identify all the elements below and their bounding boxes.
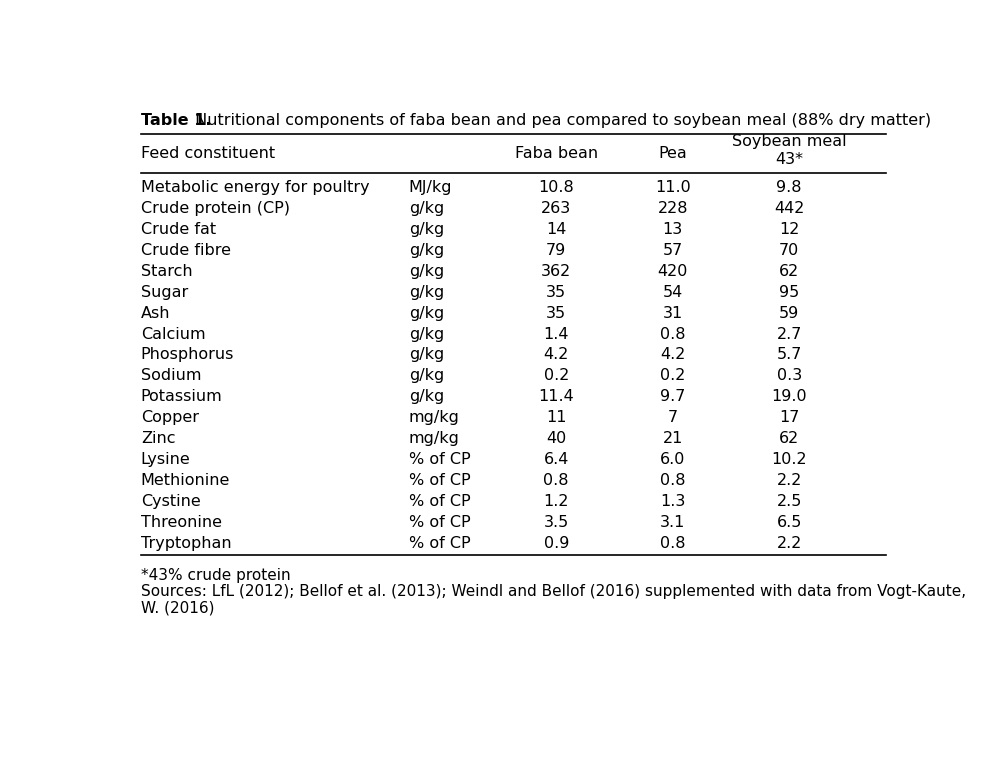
Text: Phosphorus: Phosphorus xyxy=(140,348,234,362)
Text: 57: 57 xyxy=(662,243,682,258)
Text: 228: 228 xyxy=(657,201,688,216)
Text: 10.8: 10.8 xyxy=(538,180,574,195)
Text: 13: 13 xyxy=(662,222,682,237)
Text: g/kg: g/kg xyxy=(409,222,444,237)
Text: Threonine: Threonine xyxy=(140,515,221,530)
Text: 7: 7 xyxy=(667,411,677,425)
Text: 6.0: 6.0 xyxy=(660,452,685,467)
Text: 442: 442 xyxy=(774,201,805,216)
Text: 3.5: 3.5 xyxy=(544,515,569,530)
Text: *43% crude protein: *43% crude protein xyxy=(140,568,291,583)
Text: g/kg: g/kg xyxy=(409,285,444,300)
Text: 4.2: 4.2 xyxy=(543,348,569,362)
Text: 9.8: 9.8 xyxy=(777,180,802,195)
Text: Starch: Starch xyxy=(140,264,192,279)
Text: Faba bean: Faba bean xyxy=(515,146,598,162)
Text: Soybean meal
43*: Soybean meal 43* xyxy=(731,133,847,167)
Text: Crude protein (CP): Crude protein (CP) xyxy=(140,201,290,216)
Text: MJ/kg: MJ/kg xyxy=(409,180,452,195)
Text: Crude fat: Crude fat xyxy=(140,222,215,237)
Text: Copper: Copper xyxy=(140,411,198,425)
Text: 11.0: 11.0 xyxy=(655,180,690,195)
Text: 59: 59 xyxy=(780,306,800,321)
Text: 0.9: 0.9 xyxy=(543,536,569,551)
Text: 2.7: 2.7 xyxy=(777,326,802,342)
Text: 11: 11 xyxy=(546,411,566,425)
Text: 35: 35 xyxy=(546,285,566,300)
Text: mg/kg: mg/kg xyxy=(409,411,460,425)
Text: 4.2: 4.2 xyxy=(660,348,685,362)
Text: % of CP: % of CP xyxy=(409,536,470,551)
Text: 10.2: 10.2 xyxy=(772,452,807,467)
Text: % of CP: % of CP xyxy=(409,452,470,467)
Text: 62: 62 xyxy=(780,264,800,279)
Text: Pea: Pea xyxy=(658,146,687,162)
Text: g/kg: g/kg xyxy=(409,264,444,279)
Text: 6.5: 6.5 xyxy=(777,515,802,530)
Text: 19.0: 19.0 xyxy=(772,389,807,404)
Text: Ash: Ash xyxy=(140,306,170,321)
Text: 12: 12 xyxy=(779,222,800,237)
Text: 0.2: 0.2 xyxy=(543,368,569,384)
Text: Lysine: Lysine xyxy=(140,452,190,467)
Text: 2.2: 2.2 xyxy=(777,536,802,551)
Text: % of CP: % of CP xyxy=(409,473,470,488)
Text: 0.8: 0.8 xyxy=(543,473,569,488)
Text: Methionine: Methionine xyxy=(140,473,230,488)
Text: Zinc: Zinc xyxy=(140,431,175,447)
Text: 0.8: 0.8 xyxy=(660,326,685,342)
Text: 14: 14 xyxy=(546,222,566,237)
Text: Feed constituent: Feed constituent xyxy=(140,146,275,162)
Text: 40: 40 xyxy=(546,431,566,447)
Text: Nutritional components of faba bean and pea compared to soybean meal (88% dry ma: Nutritional components of faba bean and … xyxy=(189,113,931,128)
Text: Cystine: Cystine xyxy=(140,494,200,509)
Text: g/kg: g/kg xyxy=(409,243,444,258)
Text: 362: 362 xyxy=(541,264,571,279)
Text: 1.3: 1.3 xyxy=(660,494,685,509)
Text: g/kg: g/kg xyxy=(409,348,444,362)
Text: mg/kg: mg/kg xyxy=(409,431,460,447)
Text: 263: 263 xyxy=(541,201,571,216)
Text: Metabolic energy for poultry: Metabolic energy for poultry xyxy=(140,180,370,195)
Text: 0.8: 0.8 xyxy=(660,473,685,488)
Text: 95: 95 xyxy=(780,285,800,300)
Text: 1.4: 1.4 xyxy=(543,326,569,342)
Text: 5.7: 5.7 xyxy=(777,348,802,362)
Text: 21: 21 xyxy=(662,431,683,447)
Text: Sugar: Sugar xyxy=(140,285,188,300)
Text: % of CP: % of CP xyxy=(409,515,470,530)
Text: 62: 62 xyxy=(780,431,800,447)
Text: 35: 35 xyxy=(546,306,566,321)
Text: Table 1.: Table 1. xyxy=(140,113,211,128)
Text: Sodium: Sodium xyxy=(140,368,201,384)
Text: Crude fibre: Crude fibre xyxy=(140,243,230,258)
Text: Calcium: Calcium xyxy=(140,326,205,342)
Text: 3.1: 3.1 xyxy=(660,515,685,530)
Text: 0.3: 0.3 xyxy=(777,368,802,384)
Text: W. (2016): W. (2016) xyxy=(140,601,214,616)
Text: 420: 420 xyxy=(657,264,688,279)
Text: 11.4: 11.4 xyxy=(538,389,574,404)
Text: 1.2: 1.2 xyxy=(543,494,569,509)
Text: g/kg: g/kg xyxy=(409,389,444,404)
Text: Tryptophan: Tryptophan xyxy=(140,536,231,551)
Text: 0.8: 0.8 xyxy=(660,536,685,551)
Text: 70: 70 xyxy=(780,243,800,258)
Text: g/kg: g/kg xyxy=(409,326,444,342)
Text: g/kg: g/kg xyxy=(409,306,444,321)
Text: 2.2: 2.2 xyxy=(777,473,802,488)
Text: Sources: LfL (2012); Bellof et al. (2013); Weindl and Bellof (2016) supplemented: Sources: LfL (2012); Bellof et al. (2013… xyxy=(140,584,966,600)
Text: 31: 31 xyxy=(662,306,682,321)
Text: g/kg: g/kg xyxy=(409,201,444,216)
Text: % of CP: % of CP xyxy=(409,494,470,509)
Text: 79: 79 xyxy=(546,243,566,258)
Text: g/kg: g/kg xyxy=(409,368,444,384)
Text: 0.2: 0.2 xyxy=(660,368,685,384)
Text: 54: 54 xyxy=(662,285,682,300)
Text: 9.7: 9.7 xyxy=(660,389,685,404)
Text: Potassium: Potassium xyxy=(140,389,222,404)
Text: 2.5: 2.5 xyxy=(777,494,802,509)
Text: 6.4: 6.4 xyxy=(543,452,569,467)
Text: 17: 17 xyxy=(779,411,800,425)
